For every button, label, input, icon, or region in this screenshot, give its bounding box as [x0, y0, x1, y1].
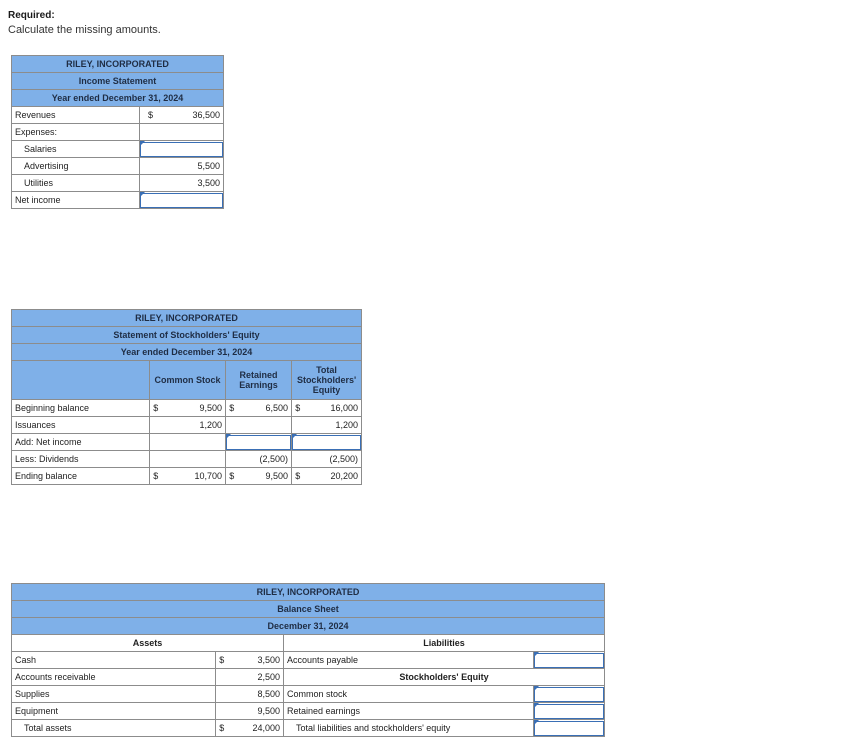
total-le-label: Total liabilities and stockholders' equi… [283, 719, 534, 737]
accounts-payable-cell[interactable] [533, 651, 605, 669]
equity-title: Statement of Stockholders' Equity [10, 326, 363, 344]
bs-date: December 31, 2024 [11, 617, 605, 635]
common-stock-input[interactable] [534, 686, 604, 702]
revenues-dollar: $ [148, 109, 154, 120]
issuances-common: 1,200 [161, 416, 226, 434]
equipment-label: Equipment [11, 702, 216, 720]
retained-earnings-input[interactable] [534, 703, 604, 719]
balance-sheet-table: RILEY, INCORPORATED Balance Sheet Decemb… [11, 583, 605, 737]
net-income-input-cell[interactable] [139, 191, 224, 209]
ar-label: Accounts receivable [11, 668, 216, 686]
supplies-label: Supplies [11, 685, 216, 703]
cash-label: Cash [11, 651, 216, 669]
dollar-sign: $ [225, 467, 238, 485]
ar-value: 2,500 [227, 668, 284, 686]
income-company: RILEY, INCORPORATED [11, 55, 224, 73]
net-income-input[interactable] [140, 192, 223, 208]
dollar-sign: $ [291, 467, 304, 485]
revenues-label: Revenues [11, 106, 140, 124]
common-stock-label: Common stock [283, 685, 534, 703]
utilities-label: Utilities [11, 174, 140, 192]
cash-value: 3,500 [227, 651, 284, 669]
ending-retained: 9,500 [237, 467, 292, 485]
less-dividends-label: Less: Dividends [11, 450, 150, 468]
advertising-label: Advertising [11, 157, 140, 175]
dollar-sign: $ [215, 719, 228, 737]
bs-company: RILEY, INCORPORATED [11, 583, 605, 601]
total-le-cell[interactable] [533, 719, 605, 737]
dividends-retained: (2,500) [237, 450, 292, 468]
net-income-retained-input[interactable] [226, 434, 291, 450]
ending-balance-label: Ending balance [11, 467, 150, 485]
beginning-total: 16,000 [303, 399, 363, 417]
add-net-income-label: Add: Net income [11, 433, 150, 451]
required-instruction: Calculate the missing amounts. [8, 24, 161, 36]
equity-statement-table: RILEY, INCORPORATED Statement of Stockho… [10, 309, 363, 485]
bs-title: Balance Sheet [11, 600, 605, 618]
total-assets-label: Total assets [11, 719, 216, 737]
net-income-retained-cell[interactable] [225, 433, 292, 451]
income-statement-table: RILEY, INCORPORATED Income Statement Yea… [11, 55, 224, 209]
col-common-stock: Common Stock [149, 360, 226, 400]
net-income-total-input[interactable] [292, 434, 361, 450]
ending-total: 20,200 [303, 467, 363, 485]
revenues-cell: $ 36,500 [139, 106, 224, 124]
assets-heading: Assets [11, 634, 284, 652]
salaries-input[interactable] [140, 141, 223, 157]
equity-period: Year ended December 31, 2024 [10, 343, 363, 361]
col-total-equity: Total Stockholders' Equity [290, 360, 363, 400]
col-retained-earnings: Retained Earnings [225, 360, 292, 400]
beginning-balance-label: Beginning balance [11, 399, 150, 417]
income-title: Income Statement [11, 72, 224, 90]
expenses-label: Expenses: [11, 123, 140, 141]
accounts-payable-label: Accounts payable [283, 651, 534, 669]
expenses-blank [139, 123, 224, 141]
salaries-label: Salaries [11, 140, 140, 158]
retained-earnings-cell[interactable] [533, 702, 605, 720]
net-income-total-cell[interactable] [290, 433, 363, 451]
total-le-input[interactable] [534, 720, 604, 736]
ending-common: 10,700 [161, 467, 226, 485]
dollar-sign: $ [149, 399, 162, 417]
salaries-input-cell[interactable] [139, 140, 224, 158]
dollar-sign: $ [149, 467, 162, 485]
dollar-sign: $ [225, 399, 238, 417]
equity-col-blank [11, 360, 150, 400]
revenues-value: 36,500 [192, 109, 220, 120]
net-income-common-blank [149, 433, 226, 451]
utilities-value: 3,500 [139, 174, 224, 192]
accounts-payable-input[interactable] [534, 652, 604, 668]
equity-heading: Stockholders' Equity [283, 668, 605, 686]
common-stock-cell[interactable] [533, 685, 605, 703]
beginning-common: 9,500 [161, 399, 226, 417]
equipment-value: 9,500 [227, 702, 284, 720]
beginning-retained: 6,500 [237, 399, 292, 417]
dollar-sign: $ [291, 399, 304, 417]
net-income-label: Net income [11, 191, 140, 209]
equity-company: RILEY, INCORPORATED [10, 309, 363, 327]
advertising-value: 5,500 [139, 157, 224, 175]
required-heading: Required: [8, 10, 55, 21]
issuances-total: 1,200 [303, 416, 363, 434]
total-assets-value: 24,000 [227, 719, 284, 737]
dollar-sign: $ [215, 651, 228, 669]
issuances-label: Issuances [11, 416, 150, 434]
liabilities-heading: Liabilities [283, 634, 605, 652]
retained-earnings-label: Retained earnings [283, 702, 534, 720]
dividends-total: (2,500) [303, 450, 363, 468]
income-period: Year ended December 31, 2024 [11, 89, 224, 107]
supplies-value: 8,500 [227, 685, 284, 703]
